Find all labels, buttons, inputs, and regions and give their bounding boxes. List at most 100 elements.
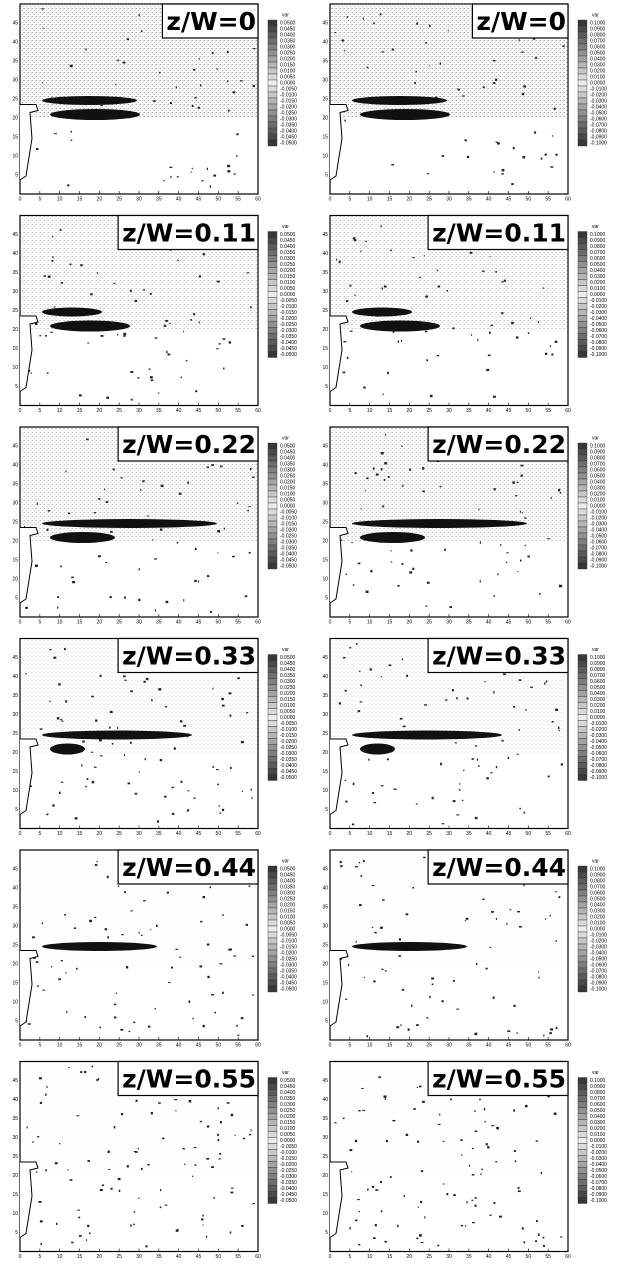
speckle	[113, 1125, 116, 1129]
colorbar-cell	[267, 1083, 278, 1090]
y-tick-label: 45	[322, 232, 328, 238]
y-tick-label: 5	[15, 384, 18, 390]
speckle	[406, 674, 409, 677]
speckle	[25, 672, 27, 675]
colorbar-label: -0.0300	[590, 310, 607, 316]
speckle	[387, 371, 389, 375]
speckle	[171, 812, 175, 815]
x-tick-label: 50	[526, 619, 532, 625]
speckle	[115, 83, 117, 86]
x-tick-label: 60	[565, 408, 571, 414]
y-tick-label: 30	[12, 500, 18, 506]
speckle	[366, 66, 369, 69]
speckle	[441, 1000, 444, 1003]
speckle	[396, 1026, 400, 1029]
colorbar-cell	[267, 738, 278, 745]
y-tick-label: 20	[322, 1173, 328, 1179]
colorbar-label: -0.0400	[280, 128, 297, 134]
x-tick-label: 40	[176, 619, 182, 625]
speckle	[415, 70, 417, 73]
y-tick-label: 25	[322, 519, 328, 525]
colorbar-cell	[267, 37, 278, 45]
colorbar-title: var	[282, 1070, 289, 1076]
speckle	[464, 1225, 467, 1227]
colorbar-cell	[577, 243, 588, 250]
speckle	[474, 1204, 477, 1207]
x-tick-label: 25	[426, 408, 432, 414]
speckle	[458, 789, 461, 791]
colorbar-label: 0.0800	[590, 1090, 606, 1096]
x-tick-label: 40	[176, 408, 182, 414]
speckle	[211, 464, 215, 466]
y-tick-label: 15	[322, 557, 328, 563]
speckle	[87, 1224, 90, 1228]
colorbar-label: 0.0350	[280, 673, 296, 679]
speckle	[120, 1028, 124, 1031]
speckle	[485, 1143, 488, 1146]
speckle	[401, 563, 404, 566]
y-tick-label: 40	[12, 885, 18, 891]
colorbar-cell	[267, 115, 278, 123]
colorbar-cell	[267, 913, 278, 921]
speckle	[168, 981, 171, 984]
colorbar-label: 0.0200	[590, 1126, 606, 1132]
speckle	[490, 324, 494, 326]
speckle	[211, 1166, 214, 1169]
colorbar-cell	[267, 454, 278, 462]
colorbar-cell	[267, 1197, 278, 1204]
colorbar-cell	[267, 1185, 278, 1192]
colorbar-cell	[577, 726, 588, 733]
colorbar-label: -0.0350	[280, 968, 297, 974]
speckle	[160, 484, 164, 488]
speckle	[537, 321, 540, 323]
speckle	[206, 1157, 210, 1160]
speckle	[343, 50, 346, 52]
speckle	[398, 955, 401, 957]
speckle	[96, 272, 99, 274]
speckle	[76, 967, 78, 970]
speckle	[211, 994, 215, 996]
y-tick-label: 30	[322, 289, 328, 295]
y-tick-label: 40	[12, 251, 18, 257]
speckle	[188, 1099, 192, 1103]
colorbar-cell	[577, 1155, 588, 1162]
speckle	[202, 1214, 204, 1217]
colorbar-cell	[577, 774, 588, 781]
colorbar-cell	[577, 672, 588, 679]
speckle	[436, 269, 438, 272]
speckle	[352, 237, 354, 240]
speckle	[505, 561, 508, 564]
speckle	[198, 275, 202, 278]
x-tick-label: 30	[136, 408, 142, 414]
speckle	[495, 918, 497, 920]
colorbar-cell	[577, 660, 588, 667]
x-tick-label: 55	[545, 1254, 551, 1260]
y-tick-label: 20	[12, 327, 18, 333]
speckle	[128, 1030, 131, 1033]
colorbar-cell	[577, 907, 588, 915]
speckle	[199, 58, 201, 60]
colorbar-label: -0.0350	[280, 122, 297, 128]
speckle	[248, 885, 251, 887]
speckle	[471, 1147, 474, 1150]
speckle	[511, 321, 514, 325]
speckle	[130, 398, 133, 401]
speckle	[544, 682, 546, 685]
speckle	[479, 1098, 481, 1101]
speckle	[386, 758, 389, 761]
x-tick-label: 60	[565, 1254, 571, 1260]
speckle	[219, 963, 223, 965]
speckle	[456, 697, 458, 700]
x-tick-label: 0	[329, 1254, 332, 1260]
y-tick-label: 40	[12, 674, 18, 680]
colorbar-cell	[267, 85, 278, 93]
speckle	[251, 955, 255, 957]
speckle	[105, 501, 109, 503]
speckle	[368, 758, 370, 761]
speckle	[85, 48, 87, 51]
x-tick-label: 25	[426, 619, 432, 625]
speckle	[218, 343, 221, 345]
jet-upper	[42, 96, 137, 105]
speckle	[559, 491, 562, 494]
x-tick-label: 35	[466, 196, 472, 202]
